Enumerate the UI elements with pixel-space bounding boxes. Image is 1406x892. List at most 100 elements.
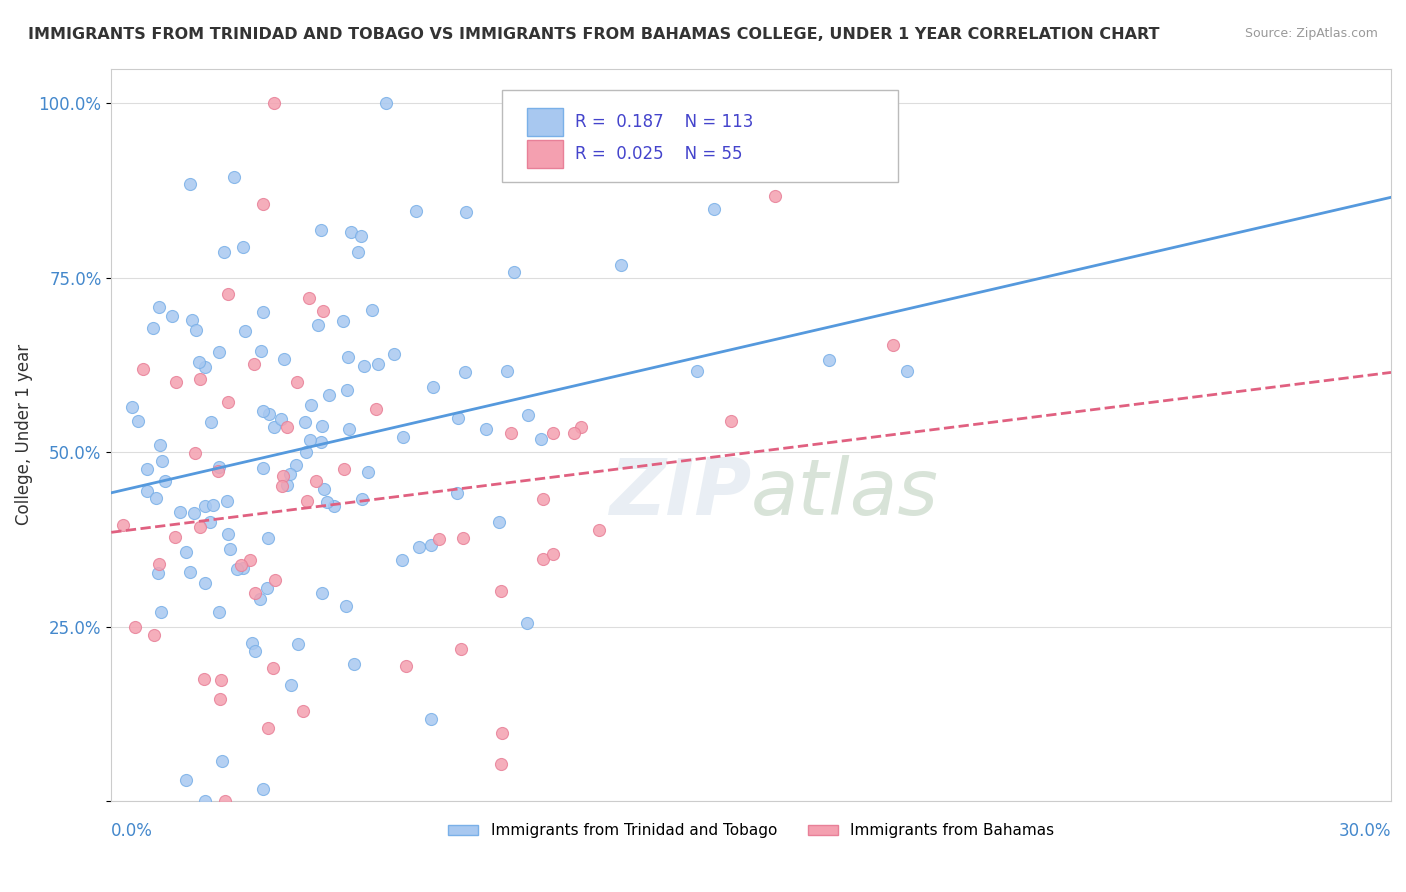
Point [263,96,285,111]
Point [297,493,319,508]
Point [257,722,280,736]
Point [207,464,229,478]
Point [250,344,273,359]
Point [297,291,319,305]
Point [361,303,384,318]
Point [531,492,554,507]
Point [299,398,322,412]
Point [405,203,427,218]
Point [243,586,266,600]
Point [502,265,524,279]
Point [562,426,585,441]
Point [165,376,187,390]
Point [208,605,231,619]
Point [391,553,413,567]
Text: atlas: atlas [751,455,939,532]
Point [193,673,215,687]
Point [312,304,335,318]
Point [408,540,430,554]
Point [155,474,177,488]
Point [489,757,512,772]
Point [294,415,316,429]
Point [543,426,565,441]
Point [489,584,512,599]
Point [353,359,375,373]
Point [333,462,356,476]
Point [232,240,254,254]
Point [610,258,633,272]
Point [763,189,786,203]
Point [217,527,239,541]
Point [150,453,173,467]
Point [337,421,360,435]
Point [287,637,309,651]
Point [180,313,202,327]
Point [194,360,217,375]
Point [148,300,170,314]
Point [541,547,564,561]
Point [311,418,333,433]
Point [132,362,155,376]
Point [516,615,538,630]
Point [188,372,211,386]
Point [187,355,209,369]
Point [127,414,149,428]
Point [169,505,191,519]
Point [200,415,222,429]
Point [273,351,295,366]
Point [818,353,841,368]
Legend: Immigrants from Trinidad and Tobago, Immigrants from Bahamas: Immigrants from Trinidad and Tobago, Imm… [441,817,1060,845]
Point [453,531,475,545]
Point [190,520,212,534]
Point [264,573,287,587]
Point [148,558,170,572]
Point [276,420,298,434]
Point [499,425,522,440]
Point [179,177,201,191]
Point [212,244,235,259]
Point [150,605,173,619]
Point [243,357,266,371]
Point [160,309,183,323]
Text: R =  0.187    N = 113: R = 0.187 N = 113 [575,113,752,131]
Point [335,599,357,613]
Point [174,773,197,788]
Point [208,344,231,359]
Point [200,515,222,529]
Point [184,323,207,337]
Point [382,347,405,361]
Point [337,350,360,364]
Point [270,412,292,426]
Point [295,445,318,459]
Point [252,404,274,418]
Point [720,414,742,428]
Point [111,517,134,532]
Point [252,197,274,211]
Point [225,562,247,576]
Text: 30.0%: 30.0% [1339,822,1391,839]
Point [121,400,143,414]
Point [309,435,332,450]
Point [262,661,284,675]
Point [336,383,359,397]
Point [882,337,904,351]
Point [475,422,498,436]
Point [356,465,378,479]
Point [420,712,443,726]
Point [285,458,308,472]
Point [252,782,274,797]
Point [364,402,387,417]
Point [350,228,373,243]
Point [447,410,470,425]
Point [427,532,450,546]
Point [531,552,554,566]
Point [146,566,169,581]
Point [257,407,280,421]
Point [135,461,157,475]
Point [350,492,373,507]
Point [194,500,217,514]
Point [224,169,246,184]
Point [256,581,278,595]
FancyBboxPatch shape [527,108,562,136]
Point [257,531,280,545]
